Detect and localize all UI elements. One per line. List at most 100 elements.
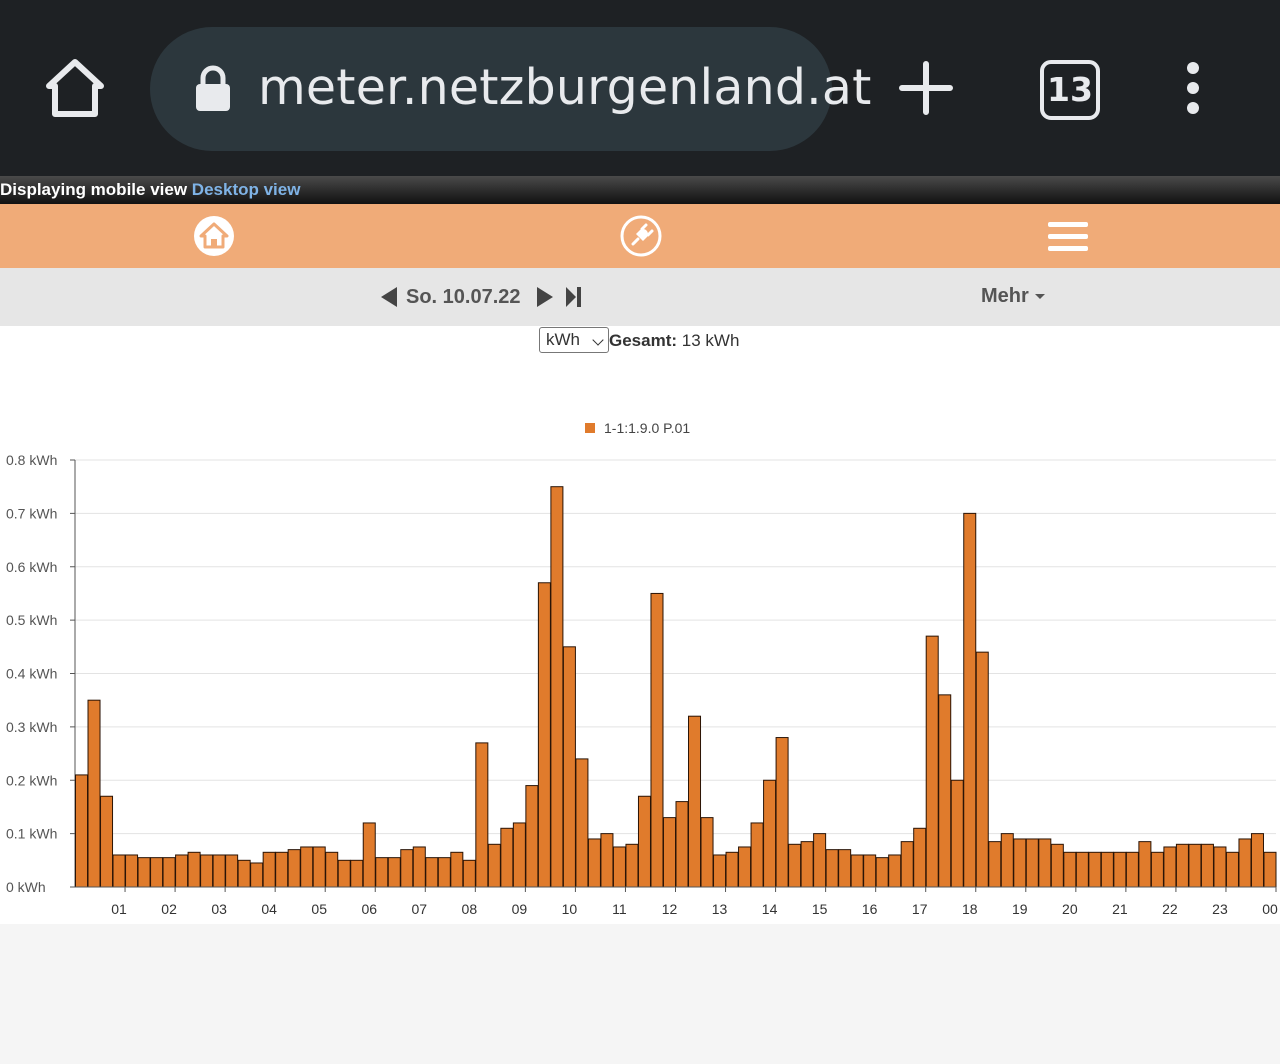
- x-tick-label: 04: [261, 901, 277, 917]
- bar: [1113, 851, 1127, 888]
- bar: [162, 857, 176, 888]
- x-tick-label: 13: [712, 901, 728, 917]
- bar: [500, 827, 514, 888]
- y-tick-label: 0.8 kWh: [6, 452, 57, 468]
- mobile-view-label: Displaying mobile view: [0, 180, 188, 199]
- bar: [963, 512, 977, 888]
- x-tick-label: 11: [612, 901, 627, 917]
- bar: [775, 737, 789, 888]
- y-tick-label: 0.1 kWh: [6, 826, 57, 842]
- bar: [1200, 843, 1214, 888]
- bar: [75, 774, 89, 888]
- bar: [1100, 851, 1114, 888]
- bar: [337, 859, 351, 888]
- bar: [825, 849, 839, 888]
- total-value: 13 kWh: [681, 331, 740, 350]
- y-tick-label: 0.6 kWh: [6, 559, 57, 575]
- bar: [450, 851, 464, 888]
- bar: [250, 862, 264, 888]
- x-tick-label: 01: [111, 901, 127, 917]
- y-tick-label: 0.7 kWh: [6, 505, 57, 521]
- bar: [212, 854, 226, 888]
- bar: [537, 582, 551, 888]
- bar: [838, 849, 852, 888]
- bar: [662, 817, 676, 888]
- more-dropdown[interactable]: Mehr: [981, 285, 1045, 308]
- next-day-icon[interactable]: [536, 286, 554, 308]
- bar: [237, 859, 251, 888]
- x-tick-label: 17: [912, 901, 928, 917]
- bar: [1188, 843, 1202, 888]
- plus-icon[interactable]: [898, 60, 954, 116]
- bar: [637, 795, 651, 888]
- tabs-count-button[interactable]: 13: [1040, 60, 1100, 120]
- unit-select-value: kWh: [546, 330, 580, 349]
- x-tick-label: 08: [462, 901, 478, 917]
- bar: [125, 854, 139, 888]
- bar: [1125, 851, 1139, 888]
- previous-day-icon[interactable]: [380, 286, 398, 308]
- bar: [925, 635, 939, 888]
- bar: [475, 742, 489, 888]
- x-tick-label: 18: [962, 901, 978, 917]
- bar: [850, 854, 864, 888]
- x-tick-label: 02: [161, 901, 177, 917]
- bar: [913, 827, 927, 888]
- unit-select[interactable]: kWh: [539, 327, 609, 353]
- bar: [813, 833, 827, 888]
- x-tick-label: 19: [1012, 901, 1028, 917]
- bar: [562, 646, 576, 888]
- bar: [587, 838, 601, 888]
- bar: [1263, 851, 1277, 888]
- bar: [112, 854, 126, 888]
- bar: [512, 822, 526, 888]
- bar: [462, 859, 476, 888]
- bar: [988, 841, 1002, 888]
- bar: [300, 846, 314, 888]
- bar: [1213, 846, 1227, 888]
- plug-icon[interactable]: [619, 214, 663, 258]
- bar: [350, 859, 364, 888]
- last-day-icon[interactable]: [565, 286, 583, 308]
- bar: [87, 699, 101, 888]
- date-label[interactable]: So. 10.07.22: [406, 286, 521, 308]
- home-icon[interactable]: [192, 214, 236, 258]
- x-tick-label: 21: [1112, 901, 1128, 917]
- legend-label: 1-1:1.9.0 P.01: [604, 420, 690, 436]
- total-consumption: Gesamt: 13 kWh: [609, 331, 739, 351]
- y-tick-label: 0.2 kWh: [6, 772, 57, 788]
- bar: [600, 833, 614, 888]
- bar: [175, 854, 189, 888]
- bar: [975, 651, 989, 888]
- x-tick-label: 07: [412, 901, 428, 917]
- bar: [262, 851, 276, 888]
- home-icon[interactable]: [44, 56, 106, 120]
- bar: [575, 758, 589, 888]
- bar: [225, 854, 239, 888]
- bar: [275, 851, 289, 888]
- x-tick-label: 10: [562, 901, 578, 917]
- y-tick-label: 0 kWh: [6, 879, 46, 895]
- chevron-down-icon: [592, 334, 604, 346]
- bar: [1163, 846, 1177, 888]
- x-tick-label: 00: [1262, 901, 1278, 917]
- x-tick-label: 20: [1062, 901, 1078, 917]
- chart-panel: 0 kWh 0.1 kWh 0.2 kWh 0.3 kWh 0.4 kWh 0.5 kWh…: [0, 326, 1280, 924]
- bar: [788, 843, 802, 888]
- bar: [525, 785, 539, 888]
- bar: [875, 857, 889, 888]
- desktop-view-link[interactable]: Desktop view: [191, 180, 301, 199]
- bar: [150, 857, 164, 888]
- more-vert-icon[interactable]: [1180, 62, 1206, 118]
- date-navigation: So. 10.07.22 Mehr: [0, 268, 1280, 326]
- y-tick-label: 0.5 kWh: [6, 612, 57, 628]
- mobile-view-bar: Displaying mobile view Desktop view: [0, 176, 1280, 204]
- bar: [1000, 833, 1014, 888]
- url-text: meter.netzburgenland.at: [258, 59, 872, 116]
- address-bar[interactable]: meter.netzburgenland.at: [150, 27, 871, 151]
- bar: [688, 715, 702, 888]
- bar: [362, 822, 376, 888]
- bar: [750, 822, 764, 888]
- bar: [1038, 838, 1052, 888]
- hamburger-icon[interactable]: [1046, 218, 1090, 254]
